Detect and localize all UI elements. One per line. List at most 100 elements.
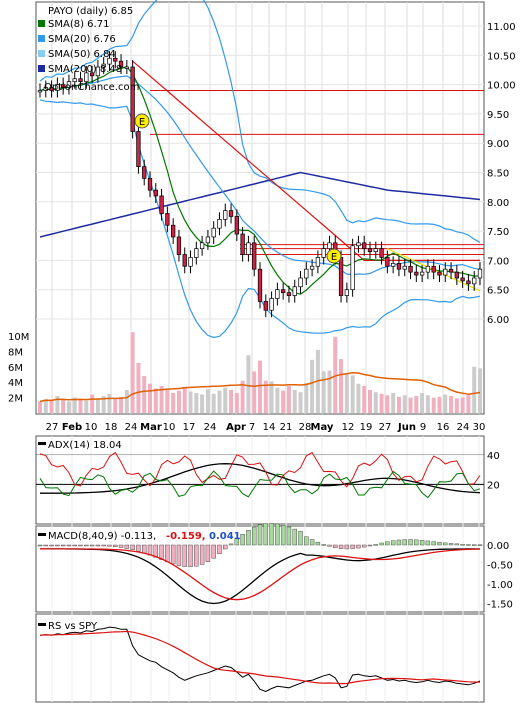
legend-item-sma20: SMA(20) 6.76 [38,34,116,45]
volume-bar [136,362,141,413]
macd-histogram-bar [472,544,477,546]
candle-body [443,268,448,276]
x-tick-label: 16 [437,422,450,433]
candle-body [182,254,187,267]
macd-histogram-bar [246,530,251,546]
volume-bar [240,380,245,413]
macd-histogram-bar [217,544,222,555]
candle-body [286,292,292,296]
volume-ma-line [39,372,481,403]
macd-histogram-bar [333,544,338,549]
volume-bar [269,381,274,413]
candle-body [49,87,54,91]
volume-bar [107,393,112,413]
volume-bar [391,392,396,413]
volume-bar [252,371,257,413]
x-tick-label: 19 [360,422,373,433]
svg-text:ADX(14) 18.04: ADX(14) 18.04 [48,440,122,451]
volume-tick-label: 2M [8,394,23,405]
volume-bar [234,392,239,413]
volume-tick-label: 6M [8,363,23,374]
candle-body [472,277,477,285]
macd-histogram-bar [199,544,205,565]
macd-histogram-bar [89,544,95,547]
legend-item-sma50: SMA(50) 6.84 [38,49,116,60]
macd-tick-label: -1.50 [487,600,513,611]
volume-bar [200,394,205,413]
candle-body [176,236,182,255]
moving-averages [39,60,481,295]
x-tick-label: 14 [263,422,276,433]
macd-histogram-bar [298,531,303,546]
macd-histogram-bar [396,539,402,546]
x-tick-label: 24 [125,422,138,433]
price-tick-label: 8.50 [487,169,509,180]
candle-body [188,257,193,267]
volume-bar [385,395,390,413]
volume-bar [188,391,193,413]
x-tick-label: Apr [226,422,246,433]
macd-histogram-bar [466,544,471,546]
macd-histogram-bar [373,544,378,546]
candle-body [437,271,442,276]
legend-item-sma200: SMA(200) 8.48 [38,64,122,75]
macd-histogram-bar [292,528,297,546]
x-tick-label: 10 [85,422,98,433]
volume-bar [425,395,430,413]
macd-histogram-bar [136,544,141,552]
macd-histogram-bar [147,544,153,556]
candle-body [113,57,118,62]
volume-tick-label: 10M [8,332,29,343]
price-tick-label: 6.00 [487,315,509,326]
macd-tick-label: -0.50 [487,561,513,572]
macd-histogram-bar [275,523,280,546]
macd-hist-value: 0.041 [209,531,241,542]
macd-histogram-bar [263,523,268,546]
macd-histogram-bar [454,543,460,546]
macd-histogram-bar [402,539,407,546]
macd-histogram-bar [101,544,106,547]
macd-histogram-bar [211,544,216,559]
upper-band [39,0,481,243]
price-tick-label: 6.50 [487,286,509,297]
macd-histogram-bar [350,544,355,549]
volume-bar [379,393,384,413]
candle-body [362,242,367,250]
svg-text:RS vs SPY: RS vs SPY [48,621,98,632]
volume-bar [437,396,442,413]
volume-bar [408,397,413,413]
volume-bar [113,398,118,413]
volume-bar [350,375,355,413]
macd-histogram-bar [234,538,240,546]
macd-histogram-bar [269,523,274,546]
volume-bar [292,389,297,413]
candle-body [419,271,425,276]
x-tick-label: 30 [473,422,486,433]
volume-tick-label: 8M [8,347,23,358]
volume-bar [66,401,71,413]
candle-body [78,78,83,83]
x-tick-label: 17 [183,422,196,433]
macd-histogram-bar [84,544,89,547]
volume-bar [402,395,407,413]
macd-histogram-bar [223,544,228,550]
volume-bar [171,392,176,413]
candle-body [414,271,419,276]
macd-histogram-bar [49,544,54,547]
macd-histogram-bar [414,539,419,546]
volume-tick-label: 4M [8,378,23,389]
volume-bar [466,395,471,413]
candle-body [246,242,251,255]
macd-histogram-bar [252,526,257,546]
candle-body [61,84,66,88]
macd-histogram-bar [37,544,43,547]
x-tick-label: 27 [46,422,59,433]
candle-body [130,66,135,132]
candle-body [477,268,483,279]
candle-body [373,248,378,252]
macd-histogram-bar [165,544,170,563]
macd-histogram-bar [142,544,147,554]
macd-histogram-bar [443,542,448,546]
candle-body [350,245,355,291]
price-tick-label: 7.00 [487,256,509,267]
